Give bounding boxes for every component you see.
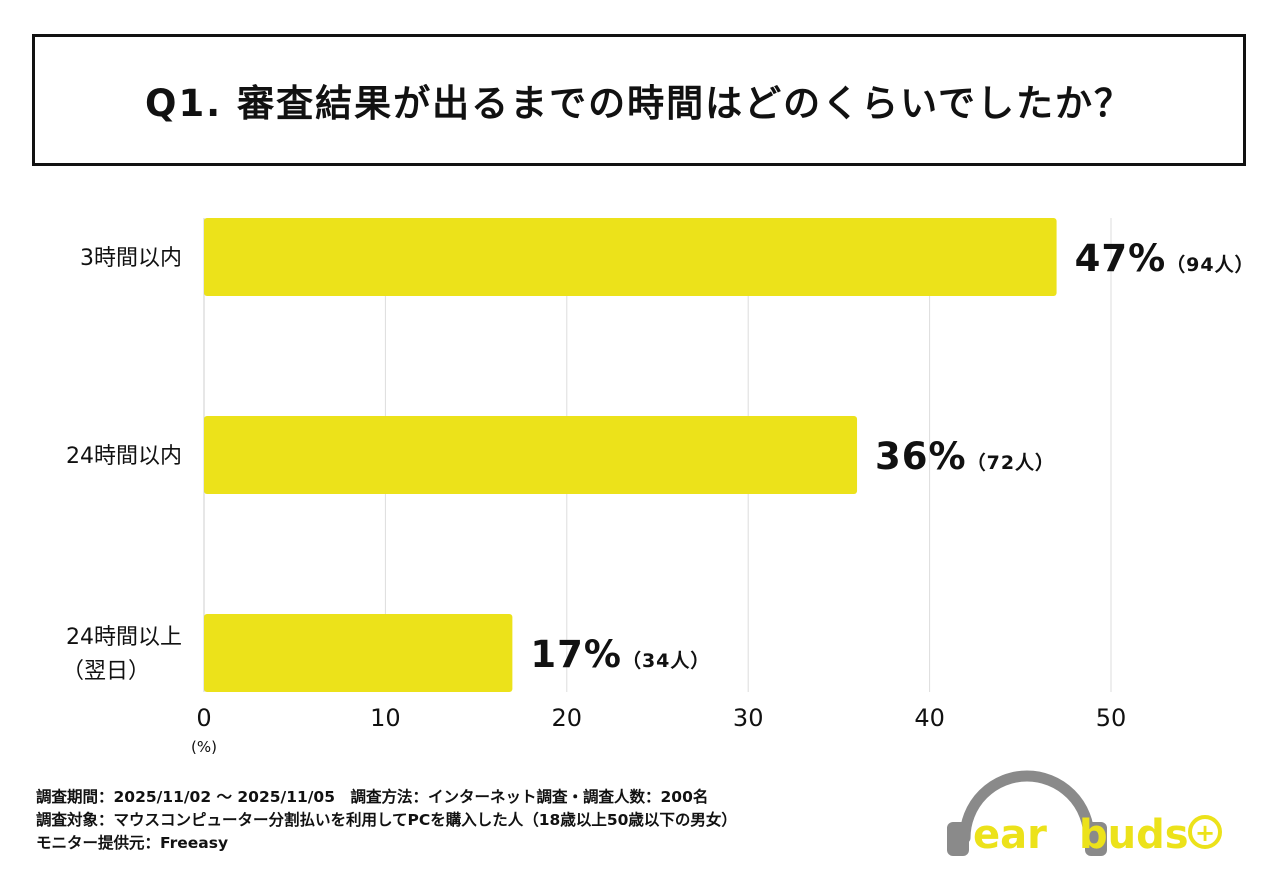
value-count: （72人） bbox=[967, 451, 1055, 474]
value-label: 17%（34人） bbox=[530, 633, 710, 676]
value-percent: 36% bbox=[875, 435, 967, 478]
value-count: （94人） bbox=[1166, 253, 1254, 276]
x-tick-label: 10 bbox=[370, 704, 401, 732]
value-count: （34人） bbox=[622, 649, 710, 672]
value-label: 47%（94人） bbox=[1075, 237, 1255, 280]
value-percent: 47% bbox=[1075, 237, 1167, 280]
x-axis-unit: (%) bbox=[191, 738, 217, 756]
logo-plus-circle-icon bbox=[1188, 815, 1222, 849]
chart-title: Q1. 審査結果が出るまでの時間はどのくらいでしたか？ bbox=[144, 82, 1134, 125]
bar-chart: 47%（94人） 3時間以内 36%（72人） 24時間以内 17%（34人） 24時間以… bbox=[62, 218, 1255, 756]
footer-monitor-source: モニター提供元：Freeasy bbox=[36, 834, 229, 852]
category-label-line: 24時間以内 bbox=[66, 444, 182, 469]
x-tick-label: 40 bbox=[914, 704, 945, 732]
bar bbox=[204, 416, 858, 494]
value-percent: 17% bbox=[530, 633, 622, 676]
x-tick-label: 20 bbox=[552, 704, 583, 732]
logo-plus: + bbox=[1195, 819, 1215, 847]
footer-survey-period: 調査期間：2025/11/02 〜 2025/11/05 調査方法：インターネッ… bbox=[36, 788, 709, 806]
x-tick-label: 0 bbox=[196, 704, 211, 732]
logo-text-buds: buds bbox=[1079, 812, 1189, 858]
bar bbox=[204, 614, 513, 692]
logo-text-ear: ear bbox=[973, 812, 1047, 858]
x-tick-label: 30 bbox=[733, 704, 764, 732]
title-box: Q1. 審査結果が出るまでの時間はどのくらいでしたか？ bbox=[32, 34, 1246, 166]
survey-footer: 調査期間：2025/11/02 〜 2025/11/05 調査方法：インターネッ… bbox=[36, 786, 737, 855]
earbuds-logo: ear buds + bbox=[947, 770, 1222, 858]
headphone-right-ear-icon bbox=[1085, 822, 1107, 856]
category-label-line: （翌日） bbox=[62, 659, 150, 684]
category-label: 3時間以内 bbox=[80, 246, 182, 271]
headphone-left-ear-icon bbox=[947, 822, 969, 856]
footer-survey-target: 調査対象：マウスコンピューター分割払いを利用してPCを購入した人（18歳以上50… bbox=[36, 811, 737, 829]
category-label-line: 24時間以上 bbox=[66, 625, 182, 650]
category-label: 24時間以上 （翌日） bbox=[62, 625, 182, 684]
category-label-line: 3時間以内 bbox=[80, 246, 182, 271]
category-label: 24時間以内 bbox=[66, 444, 182, 469]
headphone-band-icon bbox=[959, 770, 1095, 844]
x-tick-label: 50 bbox=[1096, 704, 1127, 732]
value-label: 36%（72人） bbox=[875, 435, 1055, 478]
bar bbox=[204, 218, 1057, 296]
